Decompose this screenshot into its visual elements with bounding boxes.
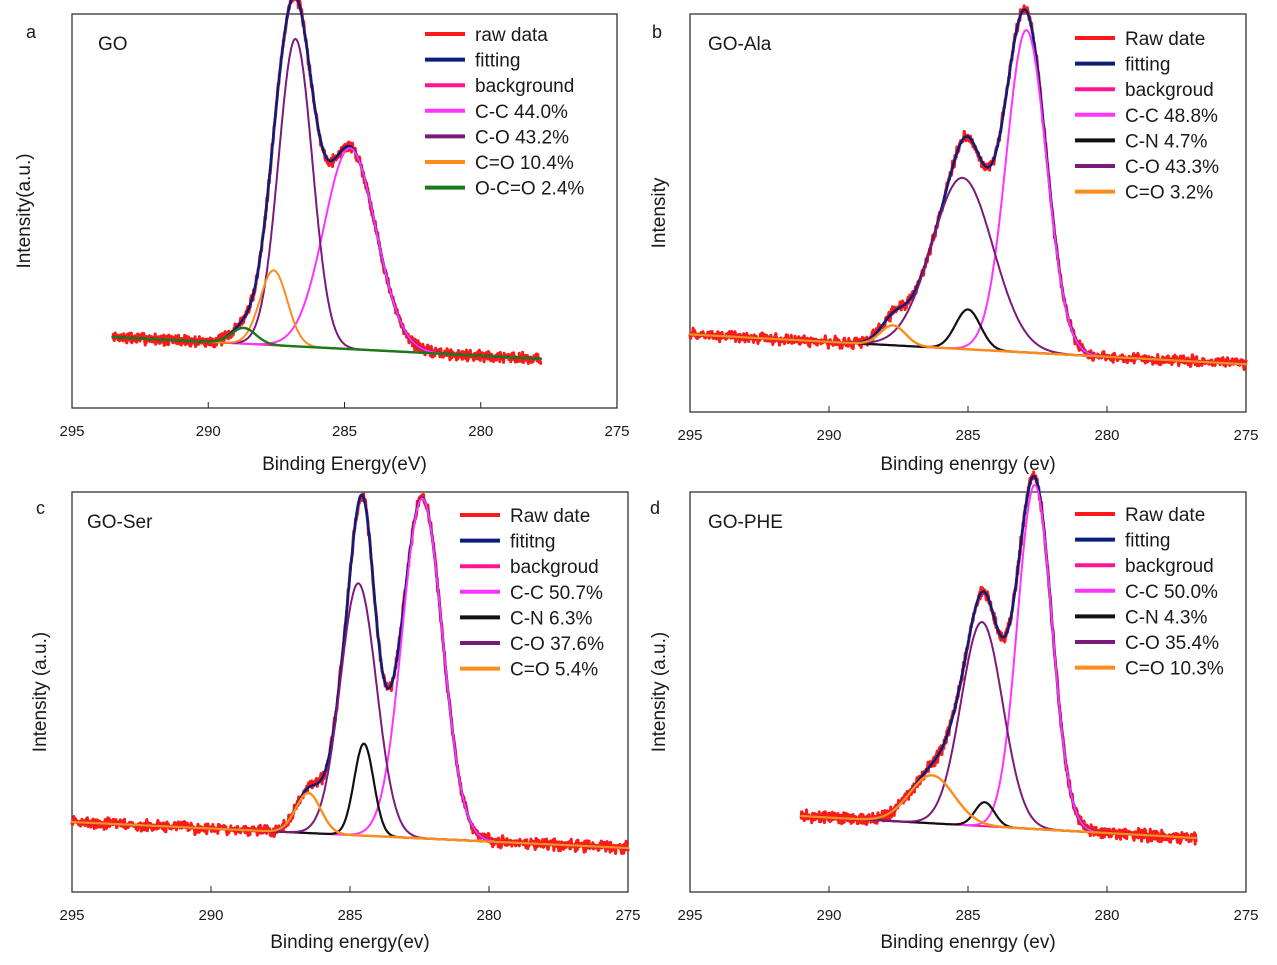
legend-b: Raw date fitting backgroud C-C 48.8% C-N 4.7…	[1075, 29, 1219, 204]
x-axis-ticks-b: 295 290 285 280 275	[677, 406, 1259, 444]
legend-label-c: fititng	[510, 532, 555, 553]
x-tick-label-a: 280	[468, 423, 493, 440]
panel-d: d GO-PHE 295 290 285 280 275 Raw date fitting…	[649, 470, 1259, 953]
legend-label-d: backgroud	[1125, 556, 1214, 577]
legend-a: raw data fitting background C-C 44.0% C-O 43…	[425, 25, 584, 200]
legend-label-a: C-O 43.2%	[475, 127, 569, 148]
legend-label-b: backgroud	[1125, 80, 1214, 101]
series-line-d-5	[800, 621, 1197, 839]
x-tick-label-d: 275	[1233, 907, 1258, 924]
x-tick-label-c: 295	[59, 907, 84, 924]
legend-label-b: fitting	[1125, 55, 1170, 76]
x-axis-ticks-a: 295 290 285 280 275	[59, 402, 630, 440]
x-tick-label-b: 290	[816, 427, 841, 444]
x-tick-label-a: 285	[332, 423, 357, 440]
x-tick-label-c: 280	[476, 907, 501, 924]
x-axis-label-b: Binding enenrgy (ev)	[880, 454, 1055, 475]
legend-label-a: O-C=O 2.4%	[475, 179, 584, 200]
x-tick-label-a: 290	[196, 423, 221, 440]
curves-a	[111, 0, 543, 365]
x-axis-label-d: Binding enenrgy (ev)	[880, 932, 1055, 953]
panel-title-a: GO	[98, 34, 128, 55]
panel-a: a GO 295 290 285 280 275 raw data fitting back…	[14, 0, 630, 475]
panel-title-d: GO-PHE	[708, 512, 783, 533]
legend-label-b: C-N 4.7%	[1125, 131, 1207, 152]
x-tick-label-d: 280	[1094, 907, 1119, 924]
legend-label-b: Raw date	[1125, 29, 1205, 50]
legend-label-d: C-O 35.4%	[1125, 633, 1219, 654]
x-axis-ticks-d: 295 290 285 280 275	[677, 886, 1259, 924]
legend-label-c: C-O 37.6%	[510, 634, 604, 655]
x-axis-label-a: Binding Energy(eV)	[262, 454, 427, 475]
x-tick-label-b: 275	[1233, 427, 1258, 444]
series-line-c-4	[70, 742, 630, 850]
x-tick-label-b: 295	[677, 427, 702, 444]
panel-letter-c: c	[36, 498, 45, 518]
panel-b: b GO-Ala 295 290 285 280 275 Raw date fitting…	[649, 4, 1259, 475]
series-line-a-5	[111, 269, 542, 360]
legend-label-a: raw data	[475, 25, 548, 46]
x-tick-label-a: 275	[604, 423, 629, 440]
panel-c: c GO-Ser 295 290 285 280 275 Raw date fititng…	[30, 491, 641, 953]
legend-label-c: C=O 5.4%	[510, 660, 598, 681]
panel-title-c: GO-Ser	[87, 512, 153, 533]
x-tick-label-d: 295	[677, 907, 702, 924]
y-axis-label-b: Intensity	[649, 177, 670, 248]
legend-label-b: C-C 48.8%	[1125, 106, 1218, 127]
x-axis-ticks-c: 295 290 285 280 275	[59, 886, 641, 924]
legend-label-a: fitting	[475, 51, 520, 72]
x-tick-label-d: 290	[816, 907, 841, 924]
legend-label-c: Raw date	[510, 506, 590, 527]
x-axis-label-c: Binding energy(ev)	[270, 932, 429, 953]
x-tick-label-b: 285	[955, 427, 980, 444]
x-tick-label-a: 295	[59, 423, 84, 440]
legend-label-a: C=O 10.4%	[475, 153, 574, 174]
legend-label-b: C-O 43.3%	[1125, 157, 1219, 178]
y-axis-label-c: Intensity (a.u.)	[30, 632, 51, 752]
legend-label-c: C-N 6.3%	[510, 608, 592, 629]
y-axis-label-d: Intensity (a.u.)	[649, 632, 670, 752]
x-tick-label-d: 285	[955, 907, 980, 924]
legend-label-a: background	[475, 76, 574, 97]
legend-label-d: C-N 4.3%	[1125, 607, 1207, 628]
legend-label-d: fitting	[1125, 531, 1170, 552]
y-axis-label-a: Intensity(a.u.)	[14, 153, 35, 268]
x-tick-label-c: 285	[337, 907, 362, 924]
x-tick-label-b: 280	[1094, 427, 1119, 444]
legend-c: Raw date fititng backgroud C-C 50.7% C-N 6.3…	[460, 506, 604, 681]
legend-label-b: C=O 3.2%	[1125, 183, 1213, 204]
x-tick-label-c: 290	[198, 907, 223, 924]
legend-label-a: C-C 44.0%	[475, 102, 568, 123]
series-line-d-6	[800, 774, 1198, 840]
legend-label-d: Raw date	[1125, 505, 1205, 526]
legend-d: Raw date fitting backgroud C-C 50.0% C-N 4.3…	[1075, 505, 1224, 680]
legend-label-c: backgroud	[510, 557, 599, 578]
panel-letter-a: a	[26, 22, 37, 42]
curves-b	[688, 4, 1248, 371]
series-line-b-5	[689, 176, 1247, 366]
series-line-c-6	[70, 791, 630, 850]
panel-title-b: GO-Ala	[708, 34, 772, 55]
legend-label-d: C=O 10.3%	[1125, 659, 1224, 680]
series-line-a-6	[111, 326, 542, 360]
x-tick-label-c: 275	[615, 907, 640, 924]
legend-label-c: C-C 50.7%	[510, 583, 603, 604]
series-line-b-6	[688, 324, 1248, 366]
curves-c	[70, 492, 630, 855]
curves-d	[799, 470, 1198, 846]
panel-letter-b: b	[652, 22, 662, 42]
legend-label-d: C-C 50.0%	[1125, 582, 1218, 603]
panel-letter-d: d	[650, 498, 660, 518]
